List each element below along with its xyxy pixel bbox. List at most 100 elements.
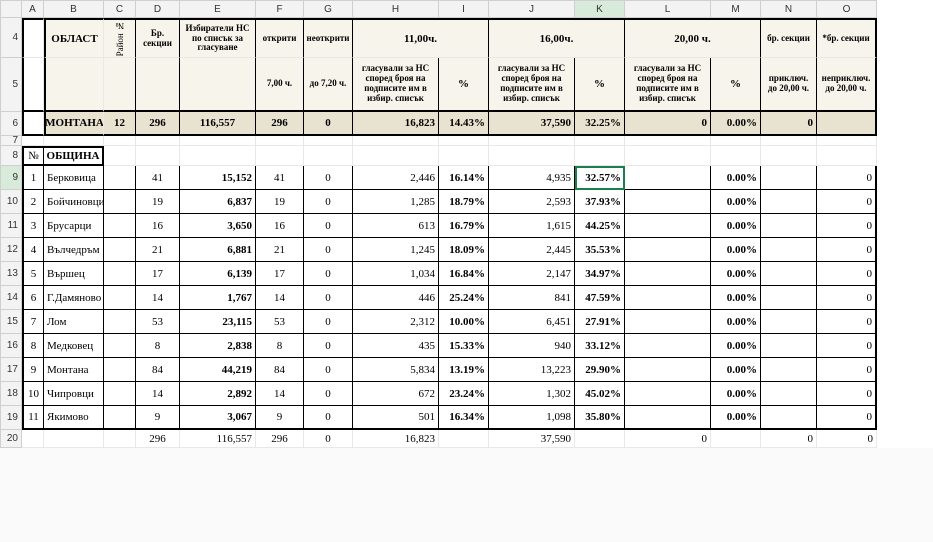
col-head-A[interactable]: A <box>22 0 44 18</box>
row-v16: 1,302 <box>489 382 575 406</box>
sum-v11: 16,823 <box>353 112 439 136</box>
row-pr <box>761 358 817 382</box>
cell <box>353 146 439 166</box>
hdr-glas16: гласували за НС според броя на подписите… <box>489 58 575 112</box>
row-pr <box>761 238 817 262</box>
row-name: Медковец <box>44 334 104 358</box>
cell <box>575 430 625 448</box>
cell <box>304 136 353 146</box>
row-v16: 1,615 <box>489 214 575 238</box>
row-p16[interactable]: 32.57% <box>575 166 625 190</box>
hdr-oblast: ОБЛАСТ <box>44 18 104 58</box>
cell <box>104 58 136 112</box>
row-np: 0 <box>817 262 877 286</box>
row-p11: 16.84% <box>439 262 489 286</box>
row-np: 0 <box>817 358 877 382</box>
row-izb: 15,152 <box>180 166 256 190</box>
cell <box>180 136 256 146</box>
col-head-B[interactable]: B <box>44 0 104 18</box>
row-np: 0 <box>817 166 877 190</box>
row-head-17[interactable]: 17 <box>0 358 22 382</box>
row-np: 0 <box>817 238 877 262</box>
col-head-O[interactable]: O <box>817 0 877 18</box>
row-head-7[interactable]: 7 <box>0 136 22 146</box>
col-head-I[interactable]: I <box>439 0 489 18</box>
spreadsheet-grid[interactable]: ABCDEFGHIJKLMNO4ОБЛАСТРайон №Бр. секцииИ… <box>0 0 933 448</box>
cell <box>575 146 625 166</box>
row-np: 0 <box>817 406 877 430</box>
hdr-rayon: Район № <box>104 18 136 58</box>
row-head-18[interactable]: 18 <box>0 382 22 406</box>
row-p16[interactable]: 35.80% <box>575 406 625 430</box>
col-head-G[interactable]: G <box>304 0 353 18</box>
cell <box>817 136 877 146</box>
row-v16: 940 <box>489 334 575 358</box>
cell <box>22 18 44 58</box>
row-head-12[interactable]: 12 <box>0 238 22 262</box>
hdr-pct16: % <box>575 58 625 112</box>
row-p16[interactable]: 27.91% <box>575 310 625 334</box>
row-head-19[interactable]: 19 <box>0 406 22 430</box>
row-v16: 2,147 <box>489 262 575 286</box>
col-head-D[interactable]: D <box>136 0 180 18</box>
row-v11: 1,245 <box>353 238 439 262</box>
row-pr <box>761 406 817 430</box>
row-sek: 53 <box>136 310 180 334</box>
row-p16[interactable]: 37.93% <box>575 190 625 214</box>
row-head-8[interactable]: 8 <box>0 146 22 166</box>
hdr-glas11: гласували за НС според броя на подписите… <box>353 58 439 112</box>
row-head-16[interactable]: 16 <box>0 334 22 358</box>
row-head-5[interactable]: 5 <box>0 58 22 112</box>
row-p16[interactable]: 34.97% <box>575 262 625 286</box>
row-neo: 0 <box>304 238 353 262</box>
row-head-14[interactable]: 14 <box>0 286 22 310</box>
row-head-15[interactable]: 15 <box>0 310 22 334</box>
row-p16[interactable]: 29.90% <box>575 358 625 382</box>
col-head-F[interactable]: F <box>256 0 304 18</box>
row-v11: 435 <box>353 334 439 358</box>
hdr-prikl: приключ. до 20,00 ч. <box>761 58 817 112</box>
col-head-E[interactable]: E <box>180 0 256 18</box>
row-neo: 0 <box>304 190 353 214</box>
row-head-20[interactable]: 20 <box>0 430 22 448</box>
row-v16: 1,098 <box>489 406 575 430</box>
row-p20: 0.00% <box>711 238 761 262</box>
cell <box>256 146 304 166</box>
cell <box>439 136 489 146</box>
row-neo: 0 <box>304 334 353 358</box>
cell <box>104 136 136 146</box>
row-head-10[interactable]: 10 <box>0 190 22 214</box>
row-name: Вършец <box>44 262 104 286</box>
row-sek: 16 <box>136 214 180 238</box>
row-num: 2 <box>22 190 44 214</box>
hdr-brs2: бр. секции <box>761 18 817 58</box>
row-p16[interactable]: 33.12% <box>575 334 625 358</box>
row-sek: 17 <box>136 262 180 286</box>
row-head-4[interactable]: 4 <box>0 18 22 58</box>
row-p16[interactable]: 47.59% <box>575 286 625 310</box>
row-p20: 0.00% <box>711 334 761 358</box>
col-head-J[interactable]: J <box>489 0 575 18</box>
row-num: 3 <box>22 214 44 238</box>
row-otk: 19 <box>256 190 304 214</box>
col-head-C[interactable]: C <box>104 0 136 18</box>
col-head-H[interactable]: H <box>353 0 439 18</box>
hdr-pct20: % <box>711 58 761 112</box>
cell <box>104 166 136 190</box>
cell <box>761 136 817 146</box>
col-head-L[interactable]: L <box>625 0 711 18</box>
row-head-13[interactable]: 13 <box>0 262 22 286</box>
col-head-M[interactable]: M <box>711 0 761 18</box>
col-head-K[interactable]: K <box>575 0 625 18</box>
row-p16[interactable]: 35.53% <box>575 238 625 262</box>
row-name: Вълчедръм <box>44 238 104 262</box>
row-p16[interactable]: 45.02% <box>575 382 625 406</box>
col-head-N[interactable]: N <box>761 0 817 18</box>
row-v16: 13,223 <box>489 358 575 382</box>
row-p11: 16.14% <box>439 166 489 190</box>
row-head-6[interactable]: 6 <box>0 112 22 136</box>
row-p16[interactable]: 44.25% <box>575 214 625 238</box>
row-head-11[interactable]: 11 <box>0 214 22 238</box>
row-p20: 0.00% <box>711 358 761 382</box>
row-head-9[interactable]: 9 <box>0 166 22 190</box>
